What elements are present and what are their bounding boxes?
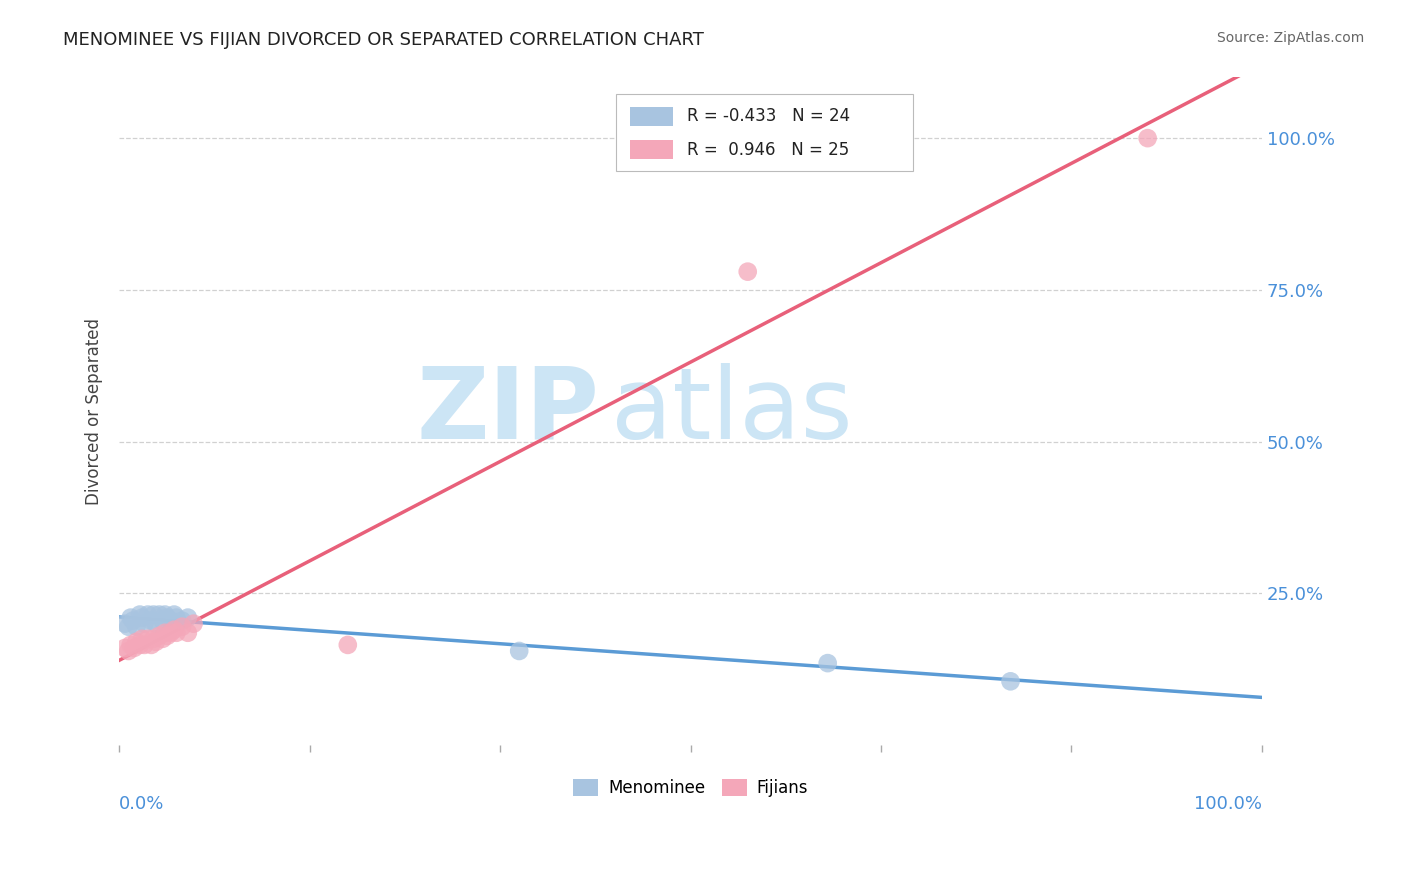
Legend: Menominee, Fijians: Menominee, Fijians [567,772,815,804]
Point [163,623,186,637]
Point [145,635,167,649]
Point [120,638,142,652]
Point [131,632,153,646]
Point [163,607,186,622]
Point [152,614,174,628]
Point [148,607,170,622]
Point [159,614,181,628]
Text: Source: ZipAtlas.com: Source: ZipAtlas.com [1216,31,1364,45]
Point [134,616,156,631]
Point [817,656,839,670]
Point [172,620,194,634]
Point [120,610,142,624]
Point [114,640,136,655]
Point [128,638,150,652]
Point [153,625,176,640]
Point [142,632,165,646]
Point [1000,674,1022,689]
Point [172,614,194,628]
Point [152,632,174,646]
Point [1136,131,1159,145]
Point [122,614,145,628]
FancyBboxPatch shape [616,95,914,171]
Point [177,610,200,624]
Point [136,607,159,622]
Text: 100.0%: 100.0% [1194,795,1263,814]
Point [145,616,167,631]
Text: R =  0.946   N = 25: R = 0.946 N = 25 [688,141,849,159]
Text: atlas: atlas [610,363,852,459]
Point [117,644,139,658]
Point [737,265,759,279]
Point [336,638,359,652]
Point [117,620,139,634]
Point [136,632,159,646]
Point [114,616,136,631]
Text: R = -0.433   N = 24: R = -0.433 N = 24 [688,107,851,125]
Point [141,638,163,652]
Point [159,625,181,640]
Text: MENOMINEE VS FIJIAN DIVORCED OR SEPARATED CORRELATION CHART: MENOMINEE VS FIJIAN DIVORCED OR SEPARATE… [63,31,704,49]
Point [125,620,148,634]
Point [177,625,200,640]
Point [156,629,179,643]
Point [156,610,179,624]
Text: ZIP: ZIP [416,363,599,459]
Point [508,644,530,658]
Point [183,616,205,631]
Text: 0.0%: 0.0% [120,795,165,814]
FancyBboxPatch shape [630,140,673,159]
Y-axis label: Divorced or Separated: Divorced or Separated [86,318,103,505]
Point [153,607,176,622]
Point [134,638,156,652]
Point [142,607,165,622]
Point [165,625,187,640]
FancyBboxPatch shape [630,107,673,126]
Point [131,610,153,624]
Point [128,607,150,622]
Point [165,610,187,624]
Point [148,629,170,643]
Point [125,635,148,649]
Point [122,640,145,655]
Point [141,614,163,628]
